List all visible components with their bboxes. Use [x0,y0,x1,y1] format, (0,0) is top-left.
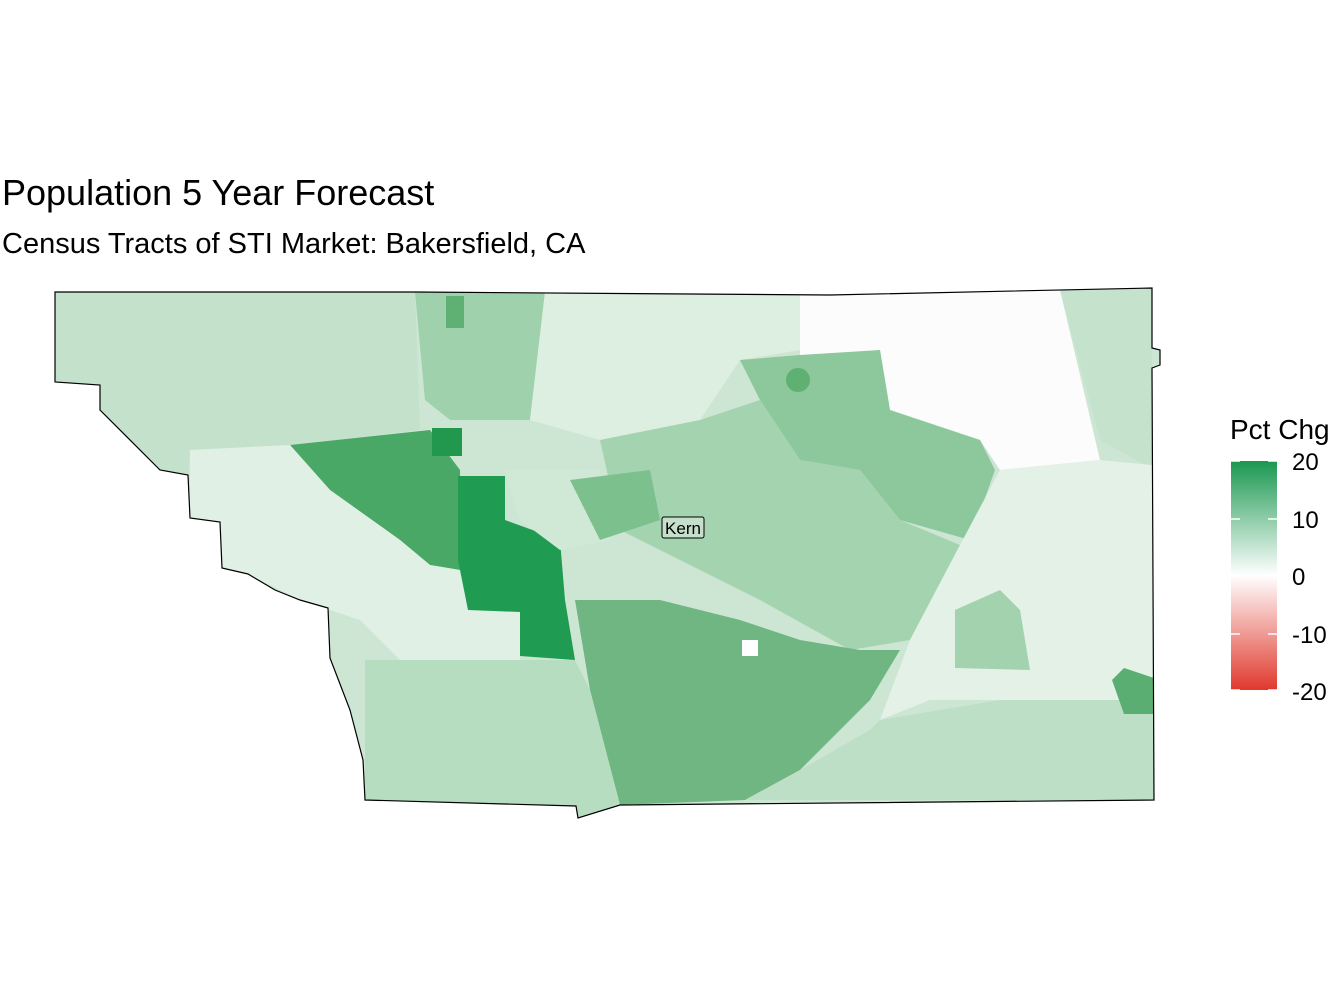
map-subtitle: Census Tracts of STI Market: Bakersfield… [2,228,586,260]
county-outline [54,287,1161,819]
tract-northwest [55,292,420,475]
tract-hole [742,640,758,656]
tract-south-west-mid [365,660,620,818]
tract-city-east [570,470,660,540]
tract-center [600,400,960,650]
tract-south-dark [458,476,575,660]
tract-east-edge [1060,288,1152,465]
legend-tick-label: -10 [1292,622,1327,649]
tract-northeast-white [800,290,1100,470]
county-tracts [55,288,1160,818]
legend-ticks [1231,460,1277,691]
tract-west-darkest [432,428,462,456]
tract-central-east [740,350,995,540]
legend-tick-label: 10 [1292,507,1319,534]
tract-southwest-pale [190,445,520,660]
legend-title: Pct Chg [1230,414,1330,445]
tract-east-island [955,590,1030,670]
tract-south-central [575,600,900,805]
tract-south-east-mid [745,700,1154,800]
tract-north-central [415,292,545,420]
map-title: Population 5 Year Forecast [2,172,435,213]
tract-east-green [1112,668,1154,714]
tract-west-dark [290,430,460,570]
tract-southeast-pale [880,460,1154,720]
county-label: Kern [661,516,705,539]
tract-north-pale [530,292,800,440]
county-label-text: Kern [665,519,701,538]
legend-tick-label: 20 [1292,449,1319,476]
legend-tick-label: 0 [1292,564,1306,591]
tract-small-north-east [786,368,810,392]
legend-tick-label: -20 [1292,679,1327,706]
tract-small-north [446,296,464,328]
